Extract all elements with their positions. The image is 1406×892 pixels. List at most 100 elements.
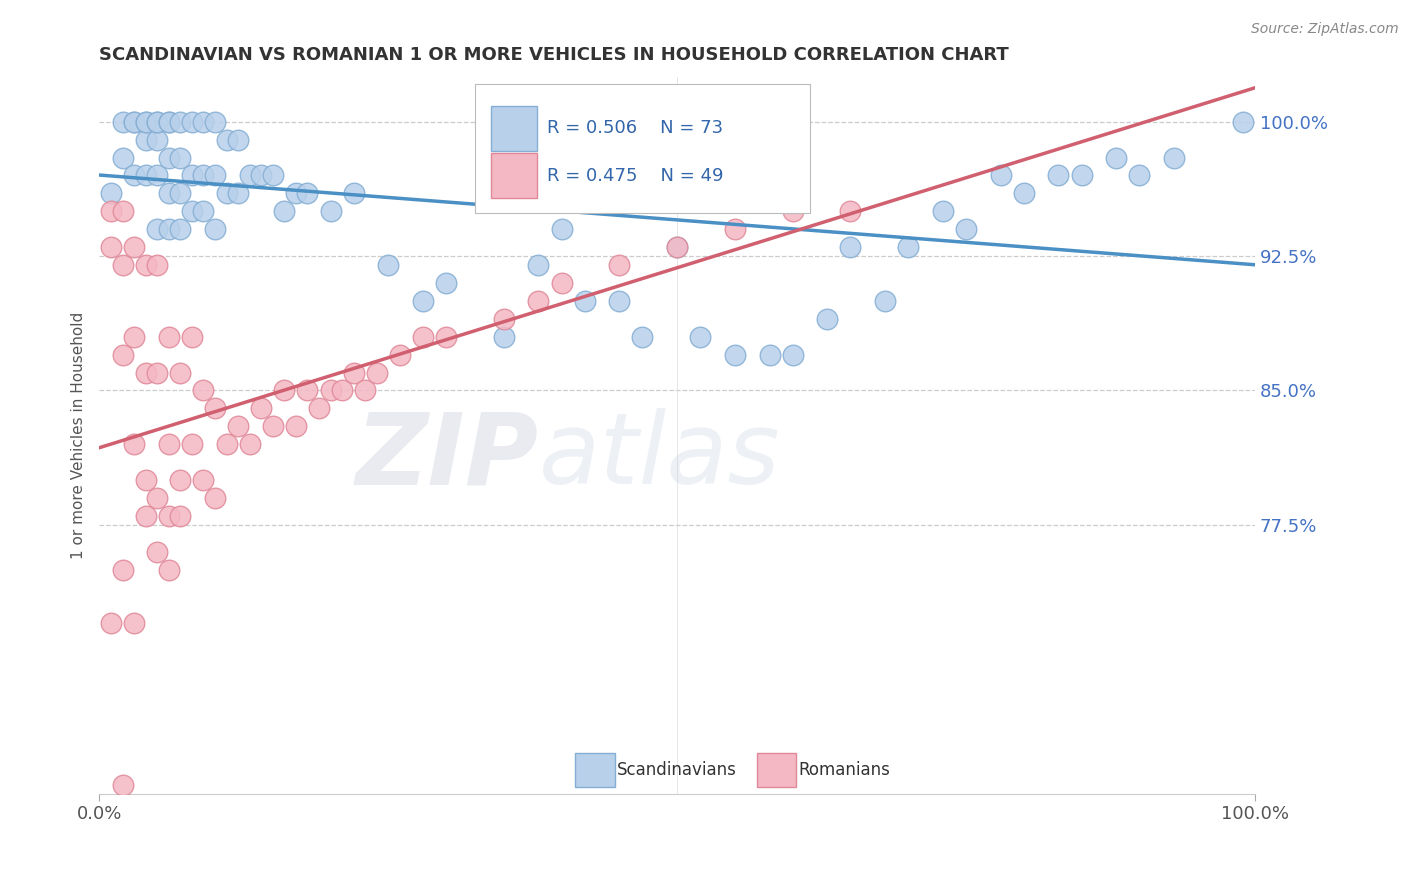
Point: [111, 348, 134, 362]
FancyBboxPatch shape: [575, 753, 614, 788]
Point: [146, 133, 169, 147]
Point: [366, 366, 388, 380]
Point: [319, 384, 342, 398]
Point: [180, 169, 202, 183]
Point: [180, 329, 202, 343]
Point: [226, 419, 249, 434]
Point: [135, 258, 157, 272]
Point: [157, 508, 180, 523]
Point: [215, 186, 238, 201]
Point: [297, 384, 319, 398]
Point: [193, 169, 215, 183]
Point: [273, 384, 295, 398]
Point: [122, 114, 145, 128]
Point: [146, 114, 169, 128]
Point: [111, 114, 134, 128]
Text: Source: ZipAtlas.com: Source: ZipAtlas.com: [1251, 22, 1399, 37]
Point: [388, 348, 411, 362]
Point: [839, 204, 862, 219]
Point: [226, 133, 249, 147]
Point: [262, 419, 284, 434]
Point: [250, 401, 273, 416]
Point: [1105, 151, 1128, 165]
Point: [193, 473, 215, 487]
Point: [343, 186, 366, 201]
Point: [1163, 151, 1185, 165]
Point: [157, 563, 180, 577]
Point: [169, 473, 191, 487]
Point: [273, 204, 295, 219]
FancyBboxPatch shape: [491, 106, 537, 152]
Point: [897, 240, 920, 254]
Point: [574, 293, 596, 308]
Point: [100, 204, 122, 219]
Point: [815, 311, 838, 326]
Point: [297, 186, 319, 201]
Point: [527, 258, 550, 272]
Point: [135, 169, 157, 183]
Point: [839, 240, 862, 254]
FancyBboxPatch shape: [475, 84, 810, 213]
Text: R = 0.506    N = 73: R = 0.506 N = 73: [547, 120, 723, 137]
Point: [782, 204, 804, 219]
Point: [135, 366, 157, 380]
Point: [354, 384, 377, 398]
Point: [377, 258, 399, 272]
Point: [169, 186, 191, 201]
Point: [204, 491, 226, 505]
Y-axis label: 1 or more Vehicles in Household: 1 or more Vehicles in Household: [72, 311, 86, 559]
Point: [666, 240, 689, 254]
Point: [100, 186, 122, 201]
Point: [724, 348, 747, 362]
Point: [135, 133, 157, 147]
Point: [875, 293, 897, 308]
Point: [284, 186, 307, 201]
Point: [319, 204, 342, 219]
Point: [146, 491, 169, 505]
Point: [932, 204, 955, 219]
Point: [111, 563, 134, 577]
Point: [204, 222, 226, 236]
Point: [157, 222, 180, 236]
Point: [308, 401, 330, 416]
FancyBboxPatch shape: [491, 153, 537, 198]
Point: [146, 114, 169, 128]
Text: Scandinavians: Scandinavians: [617, 761, 737, 779]
Point: [609, 258, 631, 272]
Text: atlas: atlas: [538, 409, 780, 505]
Point: [434, 329, 457, 343]
Point: [169, 366, 191, 380]
Point: [226, 186, 249, 201]
Point: [343, 366, 366, 380]
Point: [193, 114, 215, 128]
Point: [122, 437, 145, 451]
Point: [782, 348, 804, 362]
Point: [250, 169, 273, 183]
Point: [180, 437, 202, 451]
Point: [666, 240, 689, 254]
Point: [609, 293, 631, 308]
Point: [330, 384, 353, 398]
Point: [122, 329, 145, 343]
Point: [111, 151, 134, 165]
Point: [135, 508, 157, 523]
Point: [146, 258, 169, 272]
Point: [157, 114, 180, 128]
FancyBboxPatch shape: [756, 753, 796, 788]
Point: [262, 169, 284, 183]
Point: [122, 114, 145, 128]
Point: [434, 276, 457, 290]
Point: [157, 186, 180, 201]
Point: [204, 169, 226, 183]
Point: [193, 204, 215, 219]
Point: [239, 437, 262, 451]
Point: [135, 114, 157, 128]
Point: [550, 222, 572, 236]
Point: [689, 329, 711, 343]
Point: [990, 169, 1012, 183]
Point: [215, 437, 238, 451]
Point: [284, 419, 307, 434]
Point: [169, 151, 191, 165]
Point: [180, 114, 202, 128]
Point: [111, 204, 134, 219]
